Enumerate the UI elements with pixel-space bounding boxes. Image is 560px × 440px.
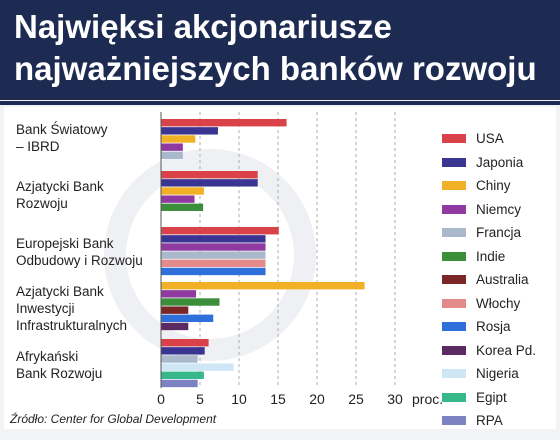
bar [161,363,234,371]
legend-swatch [442,134,466,144]
chart: 0 5 10 15 20 25 30 proc. [104,112,443,407]
bar [161,143,183,151]
bar [161,379,198,388]
legend-label: Korea Pd. [476,342,537,358]
bar [161,347,205,355]
legend-item: Chiny [442,174,557,198]
legend-swatch [442,322,466,332]
x-tick-label: 20 [309,391,325,407]
category-label-line: Bank Światowy [16,122,108,137]
legend-item: Rosja [442,315,557,339]
legend-swatch [442,228,466,238]
source-note: Źródło: Center for Global Development [10,412,217,426]
legend-item: USA [442,127,557,151]
legend-item: Niemcy [442,198,557,222]
bar [161,322,189,331]
category-label-line: Rozwoju [16,196,68,211]
legend-label: Nigeria [476,366,519,382]
bar [161,355,198,363]
legend-swatch [442,204,466,214]
header: Najwięksi akcjonariusze najważniejszych … [0,0,560,100]
legend-label: Niemcy [476,201,522,217]
legend-item: Nigeria [442,362,557,386]
legend-swatch [442,251,466,261]
category-label-line: Azjatycki Bank [16,284,104,299]
bar [161,251,266,259]
legend-label: Egipt [476,389,507,405]
legend-label: USA [476,131,504,147]
bar [161,298,220,306]
category-label-line: Azjatycki Bank [16,179,104,194]
legend-label: Włochy [476,295,521,311]
bar [161,339,209,347]
category-label: Bank Światowy – IBRD [16,121,108,155]
legend-item: RPA [442,409,557,433]
category-label: Azjatycki Bank Inwestycji Infrastruktura… [16,283,127,334]
legend-item: Japonia [442,151,557,175]
legend-swatch [442,416,466,426]
legend-item: Egipt [442,386,557,410]
category-label-line: Infrastrukturalnych [16,318,128,333]
bar [161,203,204,211]
category-label-line: Bank Rozwoju [16,366,103,381]
x-tick-label: 0 [157,391,165,407]
category-label-line: Inwestycji [16,301,75,316]
legend-label: Australia [476,272,529,288]
legend-label: Indie [476,248,506,264]
bar [161,306,189,314]
legend-label: Chiny [476,178,511,194]
x-tick-label: 10 [231,391,247,407]
x-tick-label: 5 [196,391,204,407]
bar [161,235,266,243]
bar [161,119,287,127]
category-label: Afrykański Bank Rozwoju [16,348,102,382]
page-title-line2: najważniejszych banków rozwoju [14,50,537,87]
legend-item: Korea Pd. [442,339,557,363]
x-tick-label: 30 [387,391,403,407]
bar [161,371,204,379]
bar [161,195,195,203]
bar [161,267,266,276]
legend-item: Indie [442,245,557,269]
legend: USA Japonia Chiny Niemcy Francja Indie Austral… [442,127,557,433]
legend-swatch [442,392,466,402]
bar [161,314,214,322]
bar [161,151,183,159]
bar [161,282,365,290]
watermark-ring [104,149,316,361]
legend-item: Australia [442,268,557,292]
bar [161,290,197,298]
bar [161,179,258,187]
legend-label: Japonia [476,154,524,170]
legend-swatch [442,157,466,167]
bar [161,127,218,135]
category-label-line: Europejski Bank [16,236,114,251]
bar [161,187,204,195]
x-tick-label: 25 [348,391,364,407]
x-axis-label: proc. [412,391,443,407]
legend-label: Francja [476,225,522,241]
category-label-line: Odbudowy i Rozwoju [16,253,143,268]
bar [161,259,266,267]
legend-swatch [442,275,466,285]
bar [161,135,196,143]
legend-swatch [442,345,466,355]
category-label: Azjatycki Bank Rozwoju [16,178,104,212]
bar [161,227,279,235]
legend-swatch [442,298,466,308]
legend-swatch [442,369,466,379]
category-label-line: – IBRD [16,139,60,154]
legend-item: Włochy [442,292,557,316]
legend-label: RPA [476,413,503,429]
category-label: Europejski Bank Odbudowy i Rozwoju [16,235,143,269]
page-title-line1: Najwięksi akcjonariusze [14,8,392,45]
header-divider [0,101,560,105]
legend-swatch [442,181,466,191]
category-label-line: Afrykański [16,349,79,364]
legend-label: Rosja [476,319,511,335]
bar [161,171,258,179]
bar [161,243,266,251]
legend-item: Francja [442,221,557,245]
x-tick-label: 15 [270,391,286,407]
